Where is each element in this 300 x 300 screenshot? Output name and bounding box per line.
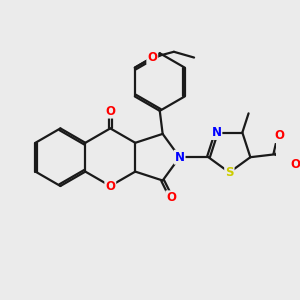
Text: O: O: [105, 179, 115, 193]
Text: N: N: [212, 126, 221, 139]
Text: O: O: [290, 158, 300, 171]
Text: O: O: [274, 129, 284, 142]
Text: O: O: [147, 51, 157, 64]
Text: N: N: [175, 151, 184, 164]
Text: S: S: [225, 166, 234, 179]
Text: O: O: [105, 105, 115, 118]
Text: O: O: [166, 191, 176, 204]
